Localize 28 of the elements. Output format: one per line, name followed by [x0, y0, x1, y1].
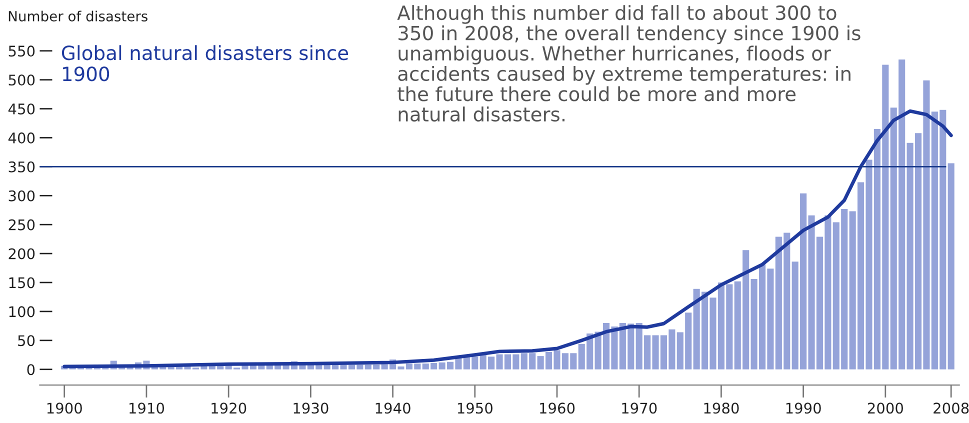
y-tick-label: 200	[8, 248, 35, 260]
chart-title: Global natural disasters since 1900	[62, 45, 348, 82]
x-tick-label: 1930	[294, 402, 328, 414]
x-tick-label: 1940	[376, 402, 410, 414]
x-tick-label: 1960	[540, 402, 575, 414]
y-axis-title: Number of disasters	[8, 10, 148, 22]
x-tick-label: 1980	[704, 402, 739, 414]
y-tick-label: 0	[27, 364, 35, 376]
y-tick-label: 550	[8, 46, 35, 57]
y-tick-label: 100	[9, 306, 35, 318]
y-tick-label: 50	[18, 335, 35, 346]
y-tick-label: 300	[8, 190, 35, 202]
x-tick-label: 1910	[130, 402, 164, 414]
x-tick-label: 1920	[212, 402, 246, 414]
x-tick-label: 1990	[786, 402, 821, 414]
x-tick-label: 2000	[868, 402, 904, 414]
y-tick-label: 250	[8, 219, 35, 230]
x-tick-label: 1900	[47, 402, 82, 414]
annotation: Although this number did fall to about 300 to 350 in 2008, the overall tendency since 1900 is unambiguous. Whether hurricanes, floods or accidents caused by extreme temperatures: in the future there could be more and more natural disasters.	[397, 5, 860, 122]
y-tick-label: 150	[9, 277, 35, 288]
bar	[948, 163, 954, 370]
x-tick-label: 2008	[934, 402, 969, 414]
y-tick-label: 450	[8, 103, 35, 115]
y-tick-label: 350	[8, 161, 35, 172]
y-tick-label: 400	[8, 132, 35, 144]
x-tick-label: 1970	[622, 402, 657, 414]
y-tick-label: 500	[8, 74, 35, 86]
x-tick-label: 1950	[458, 402, 492, 414]
